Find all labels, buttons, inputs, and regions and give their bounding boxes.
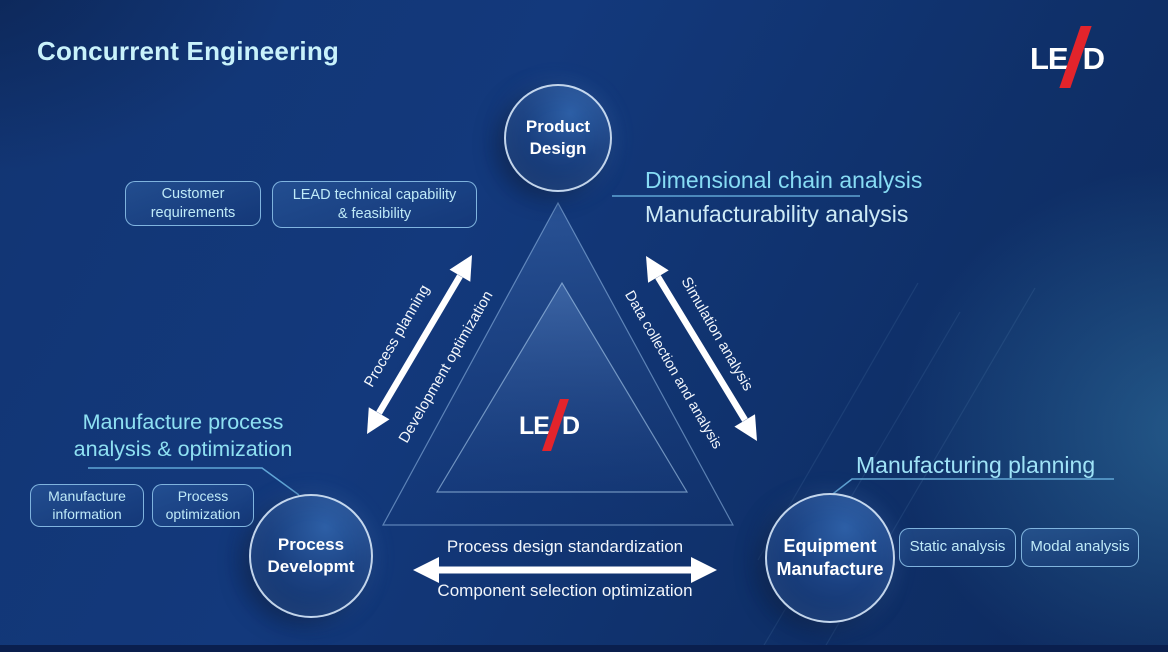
tag-modal-analysis-label: Modal analysis — [1030, 538, 1130, 556]
manufacture-process-heading-line2: analysis & optimization — [73, 437, 293, 461]
tag-manufacture-information: Manufacture information — [30, 484, 144, 527]
logo-text-le: LE — [1030, 41, 1069, 76]
manufacture-process-heading: Manufacture process analysis & optimizat… — [23, 409, 343, 463]
node-process-development-line2: Developmt — [267, 557, 355, 576]
manufacturability-analysis-label: Manufacturability analysis — [645, 201, 909, 227]
bottom-border-strip — [0, 645, 1168, 652]
left-arrow-head-bottom — [367, 407, 390, 434]
tag-static-analysis-label: Static analysis — [909, 538, 1006, 556]
node-equipment-manufacture: Equipment Manufacture — [765, 493, 895, 623]
node-process-development-line1: Process — [277, 534, 345, 554]
manufacturing-planning-heading: Manufacturing planning — [856, 452, 1096, 478]
bottom-arrow-head-right — [691, 557, 717, 583]
bottom-arrow-head-left — [413, 557, 439, 583]
node-product-design: Product Design — [504, 84, 612, 192]
tag-manufacture-information-label: Manufacture information — [48, 488, 126, 522]
edge-label-process-design-standardization: Process design standardization — [446, 537, 684, 556]
right-arrow-head-top — [646, 256, 669, 283]
center-logo-text-le: LE — [519, 412, 550, 440]
tag-process-optimization: Process optimization — [152, 484, 254, 527]
manufacture-process-heading-line1: Manufacture process — [82, 410, 284, 434]
node-process-development: Process Developmt — [249, 494, 373, 618]
manufacture-process-leader-line — [88, 467, 300, 496]
tag-lead-technical-capability-label: LEAD technical capability & feasibility — [292, 187, 457, 222]
tag-modal-analysis: Modal analysis — [1021, 528, 1139, 567]
node-product-design-line2: Design — [529, 139, 587, 158]
tag-static-analysis: Static analysis — [899, 528, 1016, 567]
tag-process-optimization-label: Process optimization — [165, 488, 241, 522]
right-arrow-head-bottom — [734, 414, 757, 441]
manufacturing-planning-leader-line — [824, 478, 1114, 501]
dimensional-chain-analysis-label: Dimensional chain analysis — [645, 167, 923, 193]
tag-customer-requirements: Customer requirements — [125, 181, 261, 226]
left-arrow-shaft — [376, 274, 463, 415]
inner-triangle — [435, 281, 689, 493]
page-title: Concurrent Engineering — [37, 36, 339, 66]
left-arrow-head-top — [449, 255, 472, 282]
node-equipment-manufacture-line1: Equipment — [783, 535, 877, 556]
tag-customer-requirements-label: Customer requirements — [150, 186, 236, 221]
logo-text-d: D — [1082, 41, 1105, 76]
edge-arrows — [367, 255, 757, 583]
center-lead-logo: LE D — [519, 399, 580, 451]
tag-lead-technical-capability: LEAD technical capability & feasibility — [272, 181, 477, 228]
edge-label-component-selection-optimization: Component selection optimization — [437, 581, 693, 600]
node-product-design-line1: Product — [525, 116, 591, 136]
right-arrow-shaft — [655, 275, 748, 422]
lead-logo: LE D — [1030, 26, 1105, 88]
node-equipment-manufacture-line2: Manufacture — [776, 559, 884, 579]
center-logo-text-d: D — [561, 412, 580, 440]
